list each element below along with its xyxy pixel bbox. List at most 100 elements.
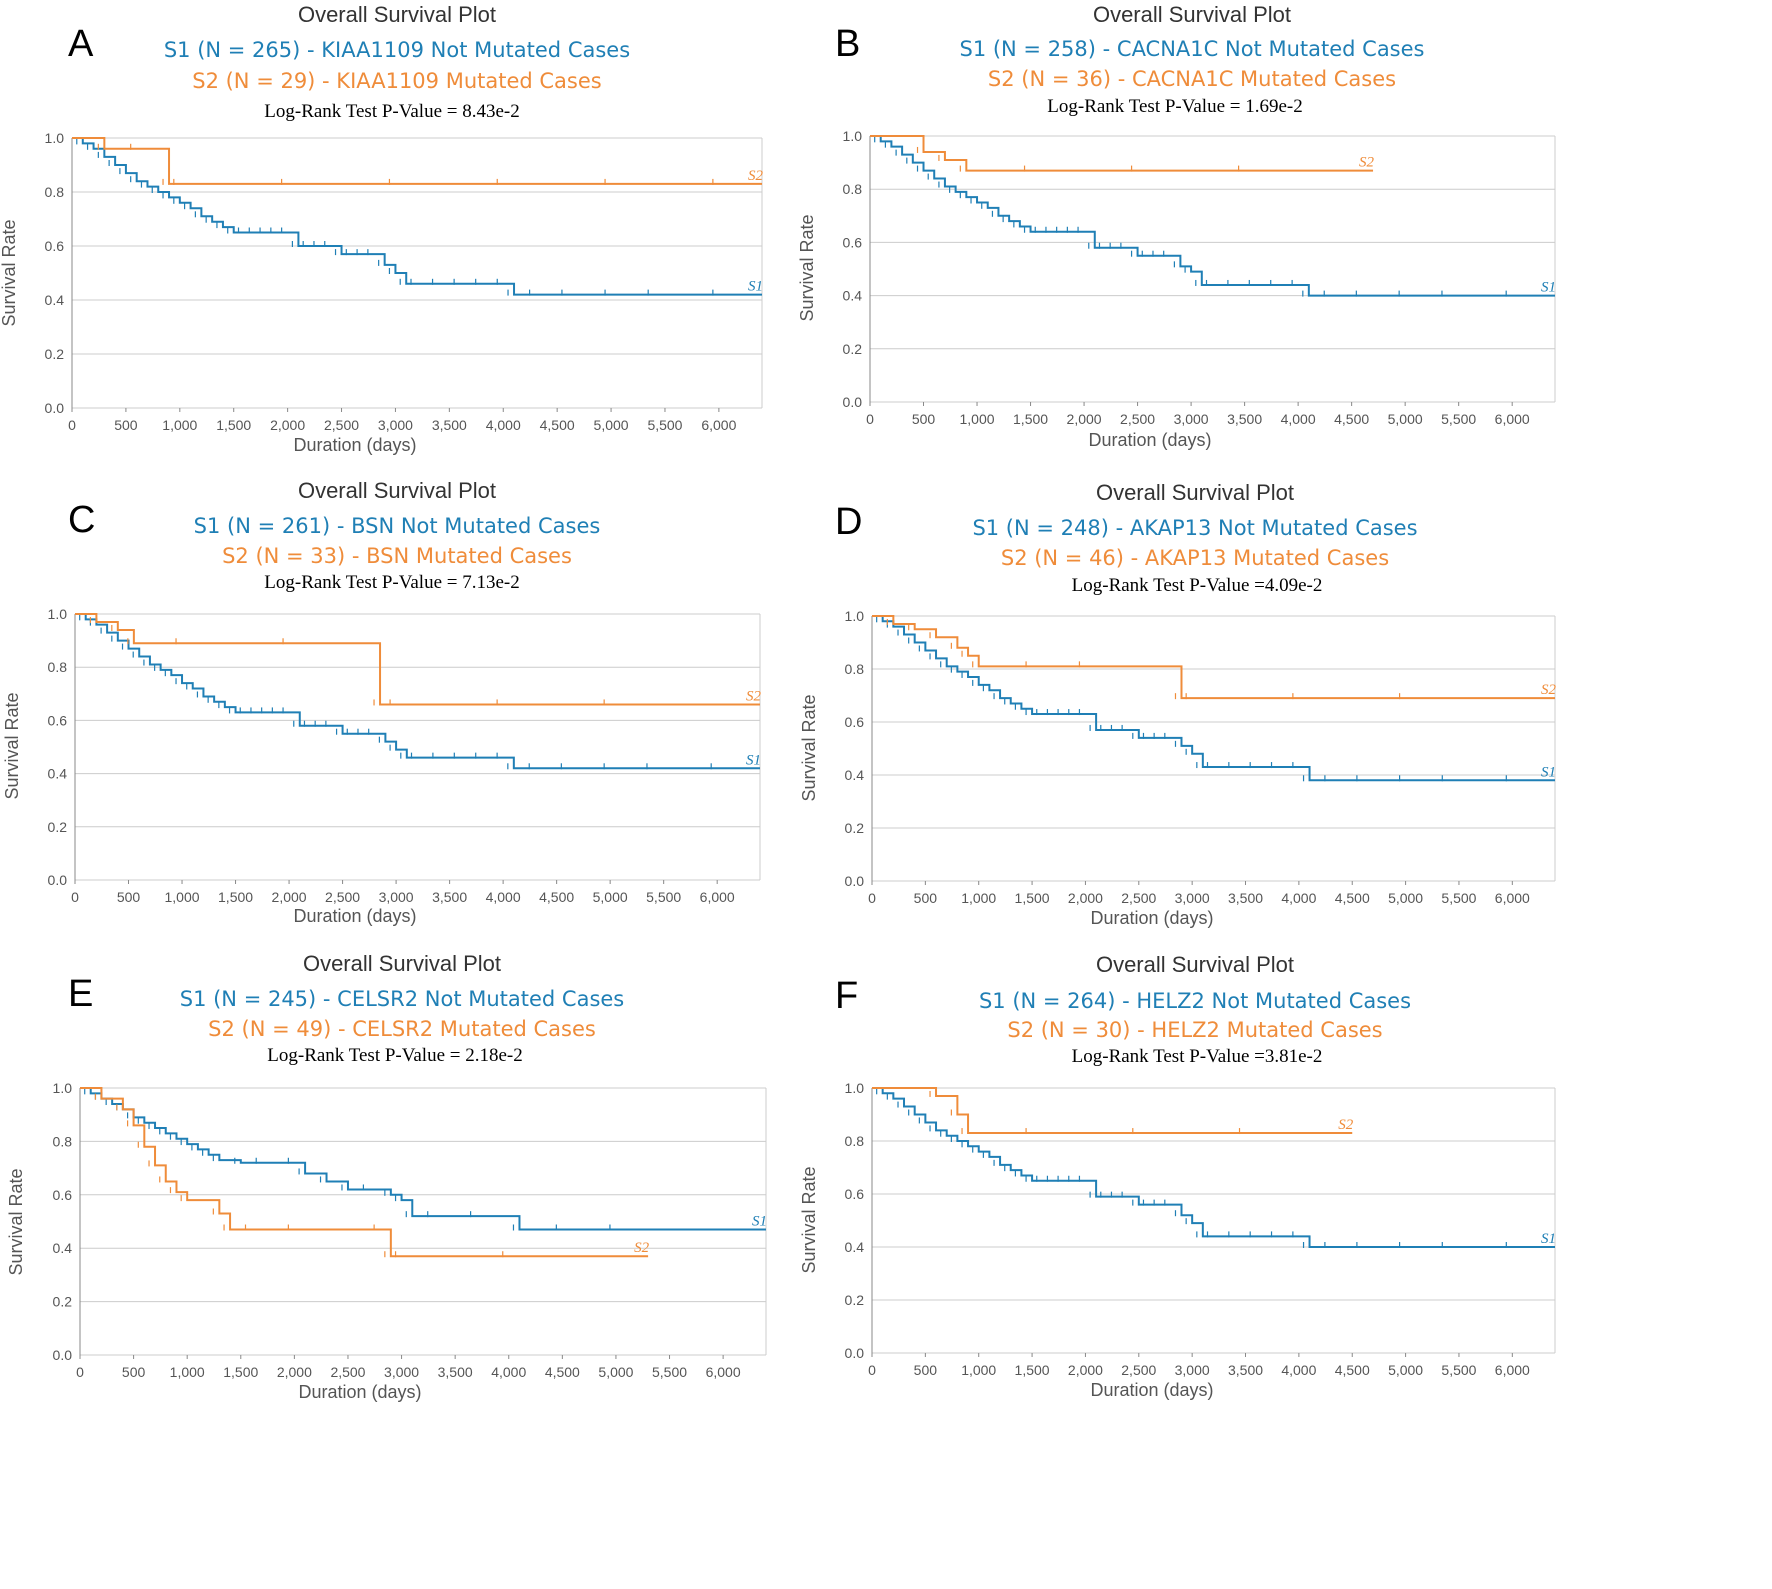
x-tick-label: 6,000 bbox=[706, 1364, 741, 1380]
y-axis-label: Survival Rate bbox=[799, 694, 819, 801]
x-tick-label: 2,000 bbox=[270, 417, 305, 433]
x-tick-label: 2,000 bbox=[272, 889, 307, 905]
series-s2-line bbox=[872, 615, 1555, 700]
y-tick-label: 0.6 bbox=[48, 712, 68, 728]
series-s1-line bbox=[75, 613, 760, 770]
x-tick-label: 1,000 bbox=[961, 890, 996, 906]
y-tick-label: 0.6 bbox=[53, 1187, 73, 1203]
x-tick-label: 3,000 bbox=[1174, 411, 1209, 427]
pvalue-label: Log-Rank Test P-Value = 8.43e-2 bbox=[264, 101, 519, 122]
x-tick-label: 3,500 bbox=[1227, 411, 1262, 427]
y-tick-label: 0.0 bbox=[48, 872, 68, 888]
x-tick-label: 2,500 bbox=[1121, 890, 1156, 906]
x-tick-label: 3,500 bbox=[1228, 890, 1263, 906]
y-tick-label: 0.2 bbox=[845, 1292, 865, 1308]
y-tick-label: 0.8 bbox=[845, 1133, 865, 1149]
plot-area: 0.0 0.2 0.4 0.6 0.8 1.0 0 500 1,000 1,500 2,000 2,5… bbox=[45, 130, 764, 433]
pvalue-label: Log-Rank Test P-Value =4.09e-2 bbox=[1072, 575, 1323, 596]
y-tick-label: 0.0 bbox=[53, 1347, 73, 1363]
x-tick-label: 1,500 bbox=[1015, 1362, 1050, 1378]
x-axis-label: Duration (days) bbox=[1090, 908, 1213, 928]
x-tick-label: 5,000 bbox=[593, 889, 628, 905]
x-tick-label: 1,000 bbox=[960, 411, 995, 427]
chart-title: Overall Survival Plot bbox=[298, 478, 496, 503]
panel-c: C Overall Survival Plot S1 (N = 261) - B… bbox=[0, 476, 880, 1006]
x-tick-label: 1,500 bbox=[1013, 411, 1048, 427]
series-s2-line bbox=[72, 137, 762, 185]
x-tick-label: 3,000 bbox=[378, 417, 413, 433]
y-tick-label: 0.6 bbox=[45, 238, 65, 254]
y-tick-label: 0.4 bbox=[48, 766, 68, 782]
x-tick-label: 4,000 bbox=[486, 889, 521, 905]
y-tick-label: 0.6 bbox=[845, 1186, 865, 1202]
plot-area: 0.0 0.2 0.4 0.6 0.8 1.0 0 500 1,000 1,500 2,000 2,5… bbox=[843, 128, 1556, 427]
pvalue-label: Log-Rank Test P-Value = 2.18e-2 bbox=[267, 1045, 522, 1066]
s2-legend: S2 (N = 29) - KIAA1109 Mutated Cases bbox=[192, 69, 601, 93]
y-tick-label: 0.4 bbox=[845, 767, 865, 783]
s2-legend: S2 (N = 46) - AKAP13 Mutated Cases bbox=[1001, 546, 1389, 570]
x-tick-label: 4,000 bbox=[491, 1364, 526, 1380]
panel-letter: C bbox=[68, 499, 95, 541]
x-tick-label: 3,500 bbox=[1228, 1362, 1263, 1378]
s1-legend: S1 (N = 248) - AKAP13 Not Mutated Cases bbox=[972, 516, 1417, 540]
y-axis-label: Survival Rate bbox=[0, 219, 19, 326]
chart-title: Overall Survival Plot bbox=[1096, 480, 1294, 505]
s2-legend: S2 (N = 49) - CELSR2 Mutated Cases bbox=[208, 1017, 596, 1041]
x-tick-label: 4,000 bbox=[486, 417, 521, 433]
s1-legend: S1 (N = 264) - HELZ2 Not Mutated Cases bbox=[979, 989, 1411, 1013]
x-tick-label: 500 bbox=[914, 1362, 938, 1378]
x-tick-label: 5,000 bbox=[594, 417, 629, 433]
x-tick-label: 5,500 bbox=[647, 417, 682, 433]
x-tick-label: 3,000 bbox=[1175, 890, 1210, 906]
x-tick-label: 2,500 bbox=[325, 889, 360, 905]
y-tick-label: 0.4 bbox=[843, 288, 863, 304]
series-end-label: S1 bbox=[1541, 764, 1556, 780]
y-tick-label: 0.4 bbox=[53, 1240, 73, 1256]
y-tick-label: 0.2 bbox=[843, 341, 863, 357]
y-tick-label: 1.0 bbox=[53, 1080, 73, 1096]
x-axis-label: Duration (days) bbox=[298, 1382, 421, 1402]
series-end-label: S1 bbox=[752, 1214, 767, 1230]
x-tick-label: 0 bbox=[868, 1362, 876, 1378]
x-tick-label: 2,500 bbox=[1121, 1362, 1156, 1378]
x-tick-label: 3,500 bbox=[438, 1364, 473, 1380]
x-tick-label: 4,500 bbox=[540, 417, 575, 433]
panel-letter: E bbox=[68, 973, 93, 1015]
y-tick-label: 0.0 bbox=[843, 394, 863, 410]
panel-c-svg: C Overall Survival Plot S1 (N = 261) - B… bbox=[2, 478, 762, 926]
panel-a-svg: A Overall Survival Plot S1 (N = 265) - K… bbox=[0, 2, 764, 455]
x-tick-label: 6,000 bbox=[701, 417, 736, 433]
x-tick-label: 4,500 bbox=[1335, 1362, 1370, 1378]
x-tick-label: 5,500 bbox=[1441, 890, 1476, 906]
panel-a: A Overall Survival Plot S1 (N = 265) - K… bbox=[0, 0, 880, 530]
y-tick-label: 0.8 bbox=[45, 184, 65, 200]
chart-title: Overall Survival Plot bbox=[303, 951, 501, 976]
s1-legend: S1 (N = 261) - BSN Not Mutated Cases bbox=[194, 514, 601, 538]
x-tick-label: 1,500 bbox=[218, 889, 253, 905]
x-tick-label: 1,500 bbox=[223, 1364, 258, 1380]
x-axis-label: Duration (days) bbox=[1088, 430, 1211, 450]
s2-legend: S2 (N = 36) - CACNA1C Mutated Cases bbox=[988, 67, 1396, 91]
series-s1-line bbox=[870, 135, 1555, 297]
x-tick-label: 5,500 bbox=[1441, 1362, 1476, 1378]
plot-area: 0.0 0.2 0.4 0.6 0.8 1.0 0 500 1,000 1,500 2,000 2,5… bbox=[53, 1080, 767, 1380]
y-tick-label: 0.0 bbox=[845, 873, 865, 889]
y-tick-label: 0.2 bbox=[53, 1294, 73, 1310]
x-tick-label: 3,000 bbox=[384, 1364, 419, 1380]
x-tick-label: 2,000 bbox=[277, 1364, 312, 1380]
x-tick-label: 5,500 bbox=[652, 1364, 687, 1380]
x-tick-label: 5,000 bbox=[1388, 411, 1423, 427]
y-tick-label: 0.2 bbox=[48, 819, 68, 835]
y-tick-label: 0.0 bbox=[845, 1345, 865, 1361]
series-end-label: S2 bbox=[748, 168, 764, 184]
series-end-label: S2 bbox=[1359, 155, 1375, 171]
series-end-label: S1 bbox=[746, 752, 761, 768]
panel-e: E Overall Survival Plot S1 (N = 245) - C… bbox=[0, 948, 880, 1478]
y-tick-label: 0.2 bbox=[45, 346, 65, 362]
y-tick-label: 0.8 bbox=[48, 659, 68, 675]
series-s2-line bbox=[872, 1087, 1353, 1135]
series-s1-line bbox=[80, 1087, 766, 1231]
y-tick-label: 1.0 bbox=[48, 606, 68, 622]
s2-legend: S2 (N = 30) - HELZ2 Mutated Cases bbox=[1007, 1018, 1382, 1042]
panel-f: F Overall Survival Plot S1 (N = 264) - H… bbox=[795, 948, 1675, 1478]
